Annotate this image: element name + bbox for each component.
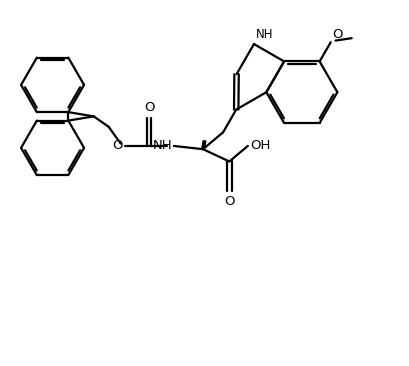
Text: O: O <box>144 101 155 114</box>
Text: OH: OH <box>249 139 270 152</box>
Text: NH: NH <box>255 28 273 41</box>
Text: O: O <box>332 28 342 41</box>
Text: NH: NH <box>152 139 171 152</box>
Text: O: O <box>112 139 122 152</box>
Text: O: O <box>224 195 234 208</box>
